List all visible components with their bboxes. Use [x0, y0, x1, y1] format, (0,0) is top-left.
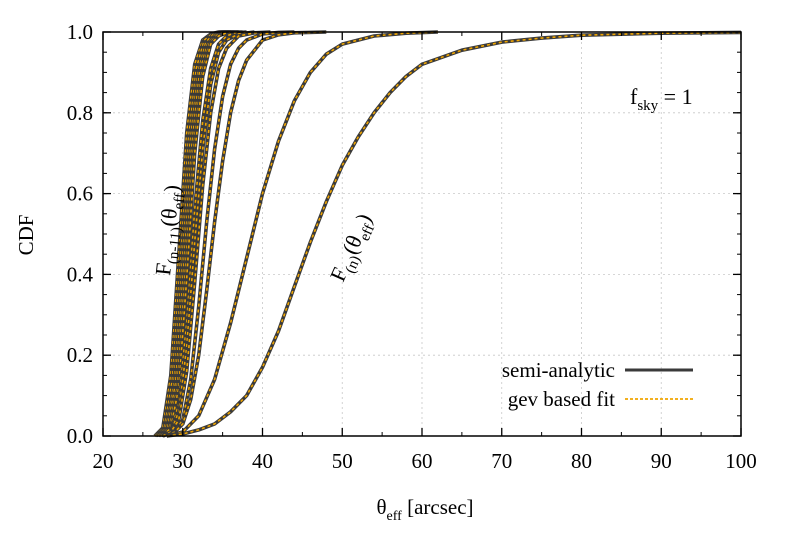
fsky-rest: = 1	[658, 84, 692, 109]
gev-fit-curve-9	[166, 31, 295, 437]
curve-label-n: F(n)(θeff)	[325, 210, 381, 287]
x-tick-label: 70	[491, 449, 512, 473]
curve-label-n-minus-11-sub2: eff	[171, 192, 189, 210]
x-tick-label: 100	[725, 449, 757, 473]
fsky-sub: sky	[637, 98, 658, 114]
gev-fit-curve-8	[162, 31, 271, 437]
curve-label-n-sub: (n)	[343, 253, 365, 275]
gev-fit-curve-6	[162, 31, 247, 437]
gev-fit-curve-7	[162, 31, 255, 437]
y-axis-label: CDF	[14, 215, 38, 256]
legend-label: semi-analytic	[502, 358, 615, 382]
y-tick-label: 0.0	[67, 424, 93, 448]
x-axis-label-rest: [arcsec]	[402, 495, 474, 519]
x-tick-label: 30	[172, 449, 193, 473]
x-tick-label: 40	[252, 449, 273, 473]
legend: semi-analytic gev based fit	[502, 358, 693, 411]
fsky-annotation: fsky = 1	[630, 84, 693, 114]
gev-fit-curve-5	[162, 31, 239, 437]
x-axis-label: θeff [arcsec]	[376, 495, 473, 524]
legend-label: gev based fit	[508, 387, 615, 411]
curve-label-n-minus-11-paren: (θ	[155, 207, 182, 227]
curves	[153, 30, 742, 438]
curve-label-n-minus-11-f: F	[150, 262, 176, 277]
ticks: 20 30 40 50 60 70 80 90 100 0.0 0.2 0.4 0.6 0.8 1.0	[67, 20, 757, 473]
x-tick-label: 20	[93, 449, 114, 473]
curve-label-n-minus-11-close: )	[159, 184, 185, 194]
y-tick-label: 0.8	[67, 101, 93, 125]
fsky-base: f	[630, 84, 638, 109]
x-tick-label: 80	[571, 449, 592, 473]
curve-label-n-minus-11: F(n-11)(θeff)	[150, 184, 189, 277]
curve-label-n-minus-11-sub: (n-11)	[165, 226, 185, 264]
x-tick-label: 60	[412, 449, 433, 473]
x-tick-label: 50	[332, 449, 353, 473]
gev-fit-curve-11	[166, 31, 438, 437]
y-tick-label: 1.0	[67, 20, 93, 44]
curve-label-n-sub2: eff	[357, 222, 378, 243]
gev-fit-curve-12	[166, 31, 742, 437]
y-tick-label: 0.4	[67, 262, 94, 286]
gev-fit-curve-10	[166, 31, 327, 437]
x-axis-label-sub: eff	[387, 509, 403, 524]
x-axis-label-base: θ	[376, 495, 386, 519]
y-tick-label: 0.2	[67, 343, 93, 367]
x-tick-label: 90	[651, 449, 672, 473]
y-tick-label: 0.6	[67, 182, 93, 206]
